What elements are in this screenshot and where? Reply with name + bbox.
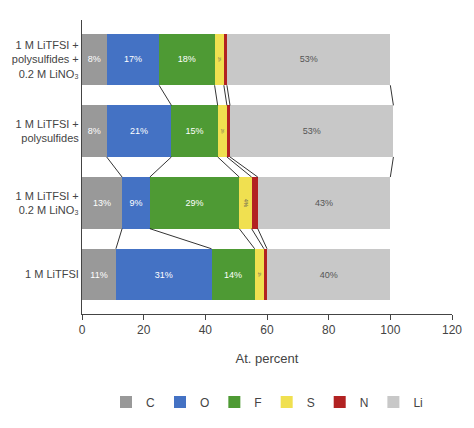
svg-text:1 M LiTFSI +0.2 M LiNO₃: 1 M LiTFSI +0.2 M LiNO₃ <box>16 190 79 216</box>
svg-text:40: 40 <box>199 323 213 337</box>
svg-text:13%: 13% <box>93 198 111 208</box>
svg-text:17%: 17% <box>124 54 142 64</box>
svg-text:1 M LiTFSI: 1 M LiTFSI <box>25 268 79 280</box>
svg-text:3%: 3% <box>220 129 224 134</box>
svg-text:8%: 8% <box>88 54 101 64</box>
svg-text:4%: 4% <box>243 199 249 207</box>
svg-text:15%: 15% <box>186 126 204 136</box>
svg-text:1 M LiTFSI +polysulfides +0.2: 1 M LiTFSI +polysulfides +0.2 M LiNO₃ <box>12 39 79 80</box>
svg-text:60: 60 <box>260 323 274 337</box>
svg-text:31%: 31% <box>155 270 173 280</box>
svg-text:1 M LiTFSI +polysulfides: 1 M LiTFSI +polysulfides <box>16 118 80 144</box>
svg-text:18%: 18% <box>178 54 196 64</box>
svg-text:20: 20 <box>137 323 151 337</box>
svg-text:21%: 21% <box>130 126 148 136</box>
svg-text:29%: 29% <box>186 198 204 208</box>
svg-text:Li: Li <box>413 396 422 410</box>
svg-text:3%: 3% <box>217 57 221 62</box>
svg-text:120: 120 <box>442 323 462 337</box>
svg-text:N: N <box>360 396 369 410</box>
svg-text:At. percent: At. percent <box>236 351 299 366</box>
svg-text:3%: 3% <box>257 272 261 277</box>
svg-text:C: C <box>146 396 155 410</box>
svg-text:F: F <box>254 396 261 410</box>
svg-text:80: 80 <box>322 323 336 337</box>
svg-text:9%: 9% <box>129 198 142 208</box>
svg-text:40%: 40% <box>320 270 338 280</box>
svg-text:11%: 11% <box>90 270 107 280</box>
svg-text:53%: 53% <box>300 54 318 64</box>
svg-text:O: O <box>200 396 209 410</box>
svg-text:14%: 14% <box>224 270 242 280</box>
svg-text:0: 0 <box>79 323 86 337</box>
svg-text:8%: 8% <box>88 126 101 136</box>
svg-text:43%: 43% <box>315 198 333 208</box>
svg-text:53%: 53% <box>303 126 321 136</box>
svg-text:2%: 2% <box>255 203 256 204</box>
svg-text:S: S <box>307 396 315 410</box>
svg-text:100: 100 <box>380 323 400 337</box>
html-text:2%: 2% <box>254 202 255 203</box>
